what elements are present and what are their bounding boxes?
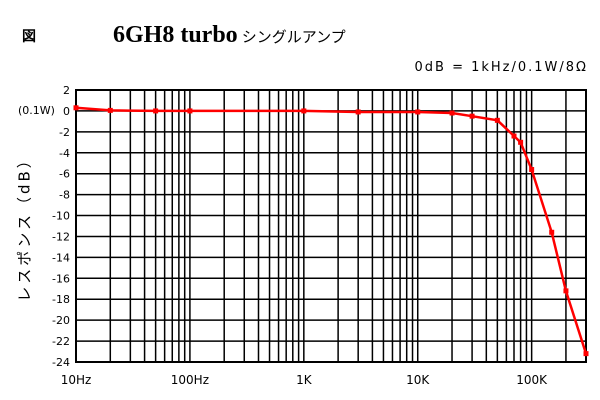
- data-point: [187, 108, 193, 114]
- plot-frame: [75, 89, 587, 363]
- data-point: [107, 107, 113, 113]
- data-point: [494, 117, 500, 123]
- y-tick-label: -20: [52, 314, 70, 327]
- y-tick-label: -22: [52, 335, 70, 348]
- y-tick-label: -14: [52, 251, 70, 264]
- response-line: [75, 106, 588, 354]
- figure-label: 図: [22, 29, 36, 45]
- data-point: [415, 109, 421, 115]
- x-tick-label: 10K: [406, 373, 430, 387]
- y-tick-label: -24: [52, 356, 70, 369]
- data-point: [355, 109, 361, 115]
- data-point: [518, 139, 524, 145]
- data-point: [549, 229, 555, 235]
- y-tick-label: -2: [59, 126, 70, 139]
- data-point: [563, 288, 569, 294]
- data-point: [153, 108, 159, 114]
- y-tick-label: -6: [59, 168, 70, 181]
- y-tick-label: -16: [52, 272, 70, 285]
- chart-title: 6GH8 turbo シングルアンプ: [113, 22, 346, 49]
- y-tick-label: 0: [63, 105, 70, 118]
- y-tick-label: -18: [52, 293, 70, 306]
- data-point: [511, 133, 517, 139]
- data-point: [301, 108, 307, 114]
- data-point: [529, 167, 535, 173]
- reference-note: 0dB = 1kHz/0.1W/8Ω: [414, 60, 588, 75]
- x-tick-label: 100Hz: [171, 373, 209, 387]
- data-point: [469, 113, 475, 119]
- x-tick-label: 10Hz: [61, 373, 92, 387]
- y-tick-label: -8: [59, 189, 70, 202]
- data-point: [583, 351, 589, 357]
- x-tick-label: 100K: [516, 373, 548, 387]
- zero-marker-label: (0.1W): [18, 104, 55, 117]
- y-tick-label: -12: [52, 230, 70, 243]
- y-tick-label: -4: [59, 147, 70, 160]
- title-main: 6GH8 turbo: [113, 22, 238, 48]
- y-tick-label: -10: [52, 210, 70, 223]
- y-tick-label: 2: [63, 84, 70, 97]
- chart-subtitle: シングルアンプ: [241, 30, 346, 46]
- data-point: [73, 105, 79, 111]
- x-tick-label: 1K: [296, 373, 313, 387]
- data-point: [449, 110, 455, 116]
